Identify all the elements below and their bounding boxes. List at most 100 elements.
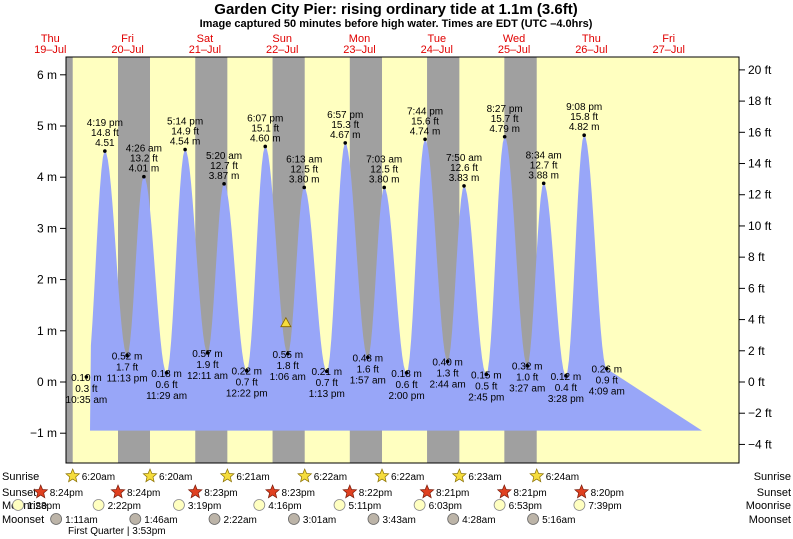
- moonrise-icon: [333, 499, 346, 511]
- moonrise-time: 1:23pm: [27, 501, 60, 512]
- tide-time: 6:13 am: [286, 154, 322, 165]
- moonset-icon: [447, 513, 460, 525]
- low-tide-label: 0.18 m0.6 ft2:00 pm: [389, 369, 425, 402]
- moonset-icon: [129, 513, 142, 525]
- y-right-tick-label: 18 ft: [748, 94, 772, 108]
- sunset-event: 8:21pm: [496, 484, 547, 499]
- tide-time: 1:13 pm: [309, 389, 345, 400]
- tide-time: 6:57 pm: [327, 110, 363, 121]
- day-date: 19–Jul: [34, 44, 66, 56]
- moon-phase-label: First Quarter | 3:53pm: [68, 526, 166, 537]
- y-left-tick-label: 2 m: [37, 273, 57, 287]
- sunrise-event: 6:22am: [374, 468, 424, 483]
- sunrise-icon: [65, 468, 81, 483]
- moonrise-time: 4:16pm: [268, 501, 301, 512]
- tide-time: 12:22 pm: [226, 389, 268, 400]
- tide-extreme-point: [382, 185, 387, 190]
- tide-time: 4:09 am: [589, 387, 625, 398]
- tide-time: 12:11 am: [187, 371, 228, 382]
- tide-feet: 0.6 ft: [395, 380, 417, 391]
- day-date: 27–Jul: [652, 44, 684, 56]
- tide-extreme-point: [564, 374, 568, 378]
- tide-feet: 12.5 ft: [290, 164, 318, 175]
- moonrise-icon: [413, 499, 426, 511]
- y-left-tick-label: 4 m: [37, 170, 57, 184]
- chart-subtitle: Image captured 50 minutes before high wa…: [200, 18, 593, 30]
- moonset-event: 1:11am: [50, 513, 98, 526]
- sunset-icon: [265, 484, 281, 499]
- tide-extreme-point: [502, 134, 507, 139]
- moonset-event: 2:22am: [208, 513, 257, 526]
- sunset-event: 8:23pm: [265, 484, 315, 499]
- tide-feet: 15.7 ft: [491, 114, 519, 125]
- low-tide-label: 0.55 m1.8 ft1:06 am: [270, 350, 306, 383]
- low-tide-label: 0.40 m1.3 ft2:44 am: [430, 358, 466, 391]
- tide-meters: 4.01 m: [129, 164, 160, 175]
- moonset-time: 5:16am: [542, 515, 575, 526]
- tide-time: 4:19 pm: [87, 118, 123, 129]
- sunset-icon: [342, 484, 358, 499]
- sunrise-event: 6:24am: [529, 468, 579, 483]
- tide-feet: 12.5 ft: [370, 164, 398, 175]
- day-of-week: Fri: [662, 33, 675, 45]
- sunset-event: 8:24pm: [110, 484, 160, 499]
- day-of-week: Sun: [272, 33, 292, 45]
- low-tide-label: 0.48 m1.6 ft1:57 am: [350, 353, 386, 386]
- y-right-tick-label: 16 ft: [748, 125, 772, 139]
- tide-meters: 0.21 m: [311, 367, 342, 378]
- chart-title: Garden City Pier: rising ordinary tide a…: [214, 1, 577, 18]
- tide-time: 2:45 pm: [468, 392, 504, 403]
- sunset-time: 8:21pm: [513, 488, 546, 499]
- tide-time: 7:50 am: [446, 153, 482, 164]
- moonset-event: 1:46am: [129, 513, 178, 526]
- tide-time: 11:29 am: [146, 391, 187, 402]
- tide-meters: 0.18 m: [391, 369, 422, 380]
- low-tide-label: 0.26 m0.9 ft4:09 am: [589, 365, 625, 398]
- sunset-icon: [574, 484, 590, 499]
- sunset-time: 8:21pm: [436, 488, 469, 499]
- moonrise-icon: [92, 499, 105, 511]
- sunset-row-label-left: Sunset: [2, 487, 36, 499]
- tide-feet: 12.7 ft: [530, 160, 558, 171]
- day-date: 23–Jul: [343, 44, 375, 56]
- tide-extreme-point: [263, 144, 268, 149]
- tide-meters: 0.26 m: [591, 365, 622, 376]
- tide-meters: 4.67 m: [330, 130, 361, 141]
- moonset-row-label-right: Moonset: [749, 514, 791, 526]
- tide-extreme-point: [222, 182, 226, 186]
- y-right-tick-label: 2 ft: [748, 344, 765, 358]
- sunrise-icon: [451, 468, 467, 483]
- sunrise-time: 6:21am: [236, 472, 269, 483]
- tide-feet: 1.7 ft: [116, 362, 138, 373]
- y-left-tick-label: 3 m: [37, 221, 57, 235]
- day-date: 26–Jul: [575, 44, 607, 56]
- tide-feet: 15.3 ft: [331, 120, 359, 131]
- tide-extreme-point: [343, 141, 348, 145]
- tide-time: 9:08 pm: [566, 102, 602, 113]
- sunrise-time: 6:20am: [159, 472, 192, 483]
- tide-feet: 12.6 ft: [450, 163, 478, 174]
- moonset-event: 3:01am: [288, 513, 336, 526]
- sunset-icon: [419, 484, 435, 499]
- moonrise-time: 7:39pm: [588, 501, 621, 512]
- tide-time: 6:07 pm: [247, 113, 283, 124]
- moonset-time: 3:01am: [303, 515, 336, 526]
- tide-extreme-point: [84, 375, 89, 379]
- moonrise-icon: [253, 499, 266, 511]
- moonrise-event: 6:53pm: [493, 499, 542, 512]
- sunrise-event: 6:22am: [297, 468, 347, 483]
- sunset-time: 8:23pm: [204, 488, 237, 499]
- tide-extreme-point: [244, 368, 249, 373]
- sunset-icon: [33, 484, 49, 499]
- sunrise-time: 6:23am: [468, 472, 501, 483]
- sunset-time: 8:20pm: [591, 488, 624, 499]
- sunset-time: 8:22pm: [359, 488, 392, 499]
- day-of-week: Wed: [503, 33, 525, 45]
